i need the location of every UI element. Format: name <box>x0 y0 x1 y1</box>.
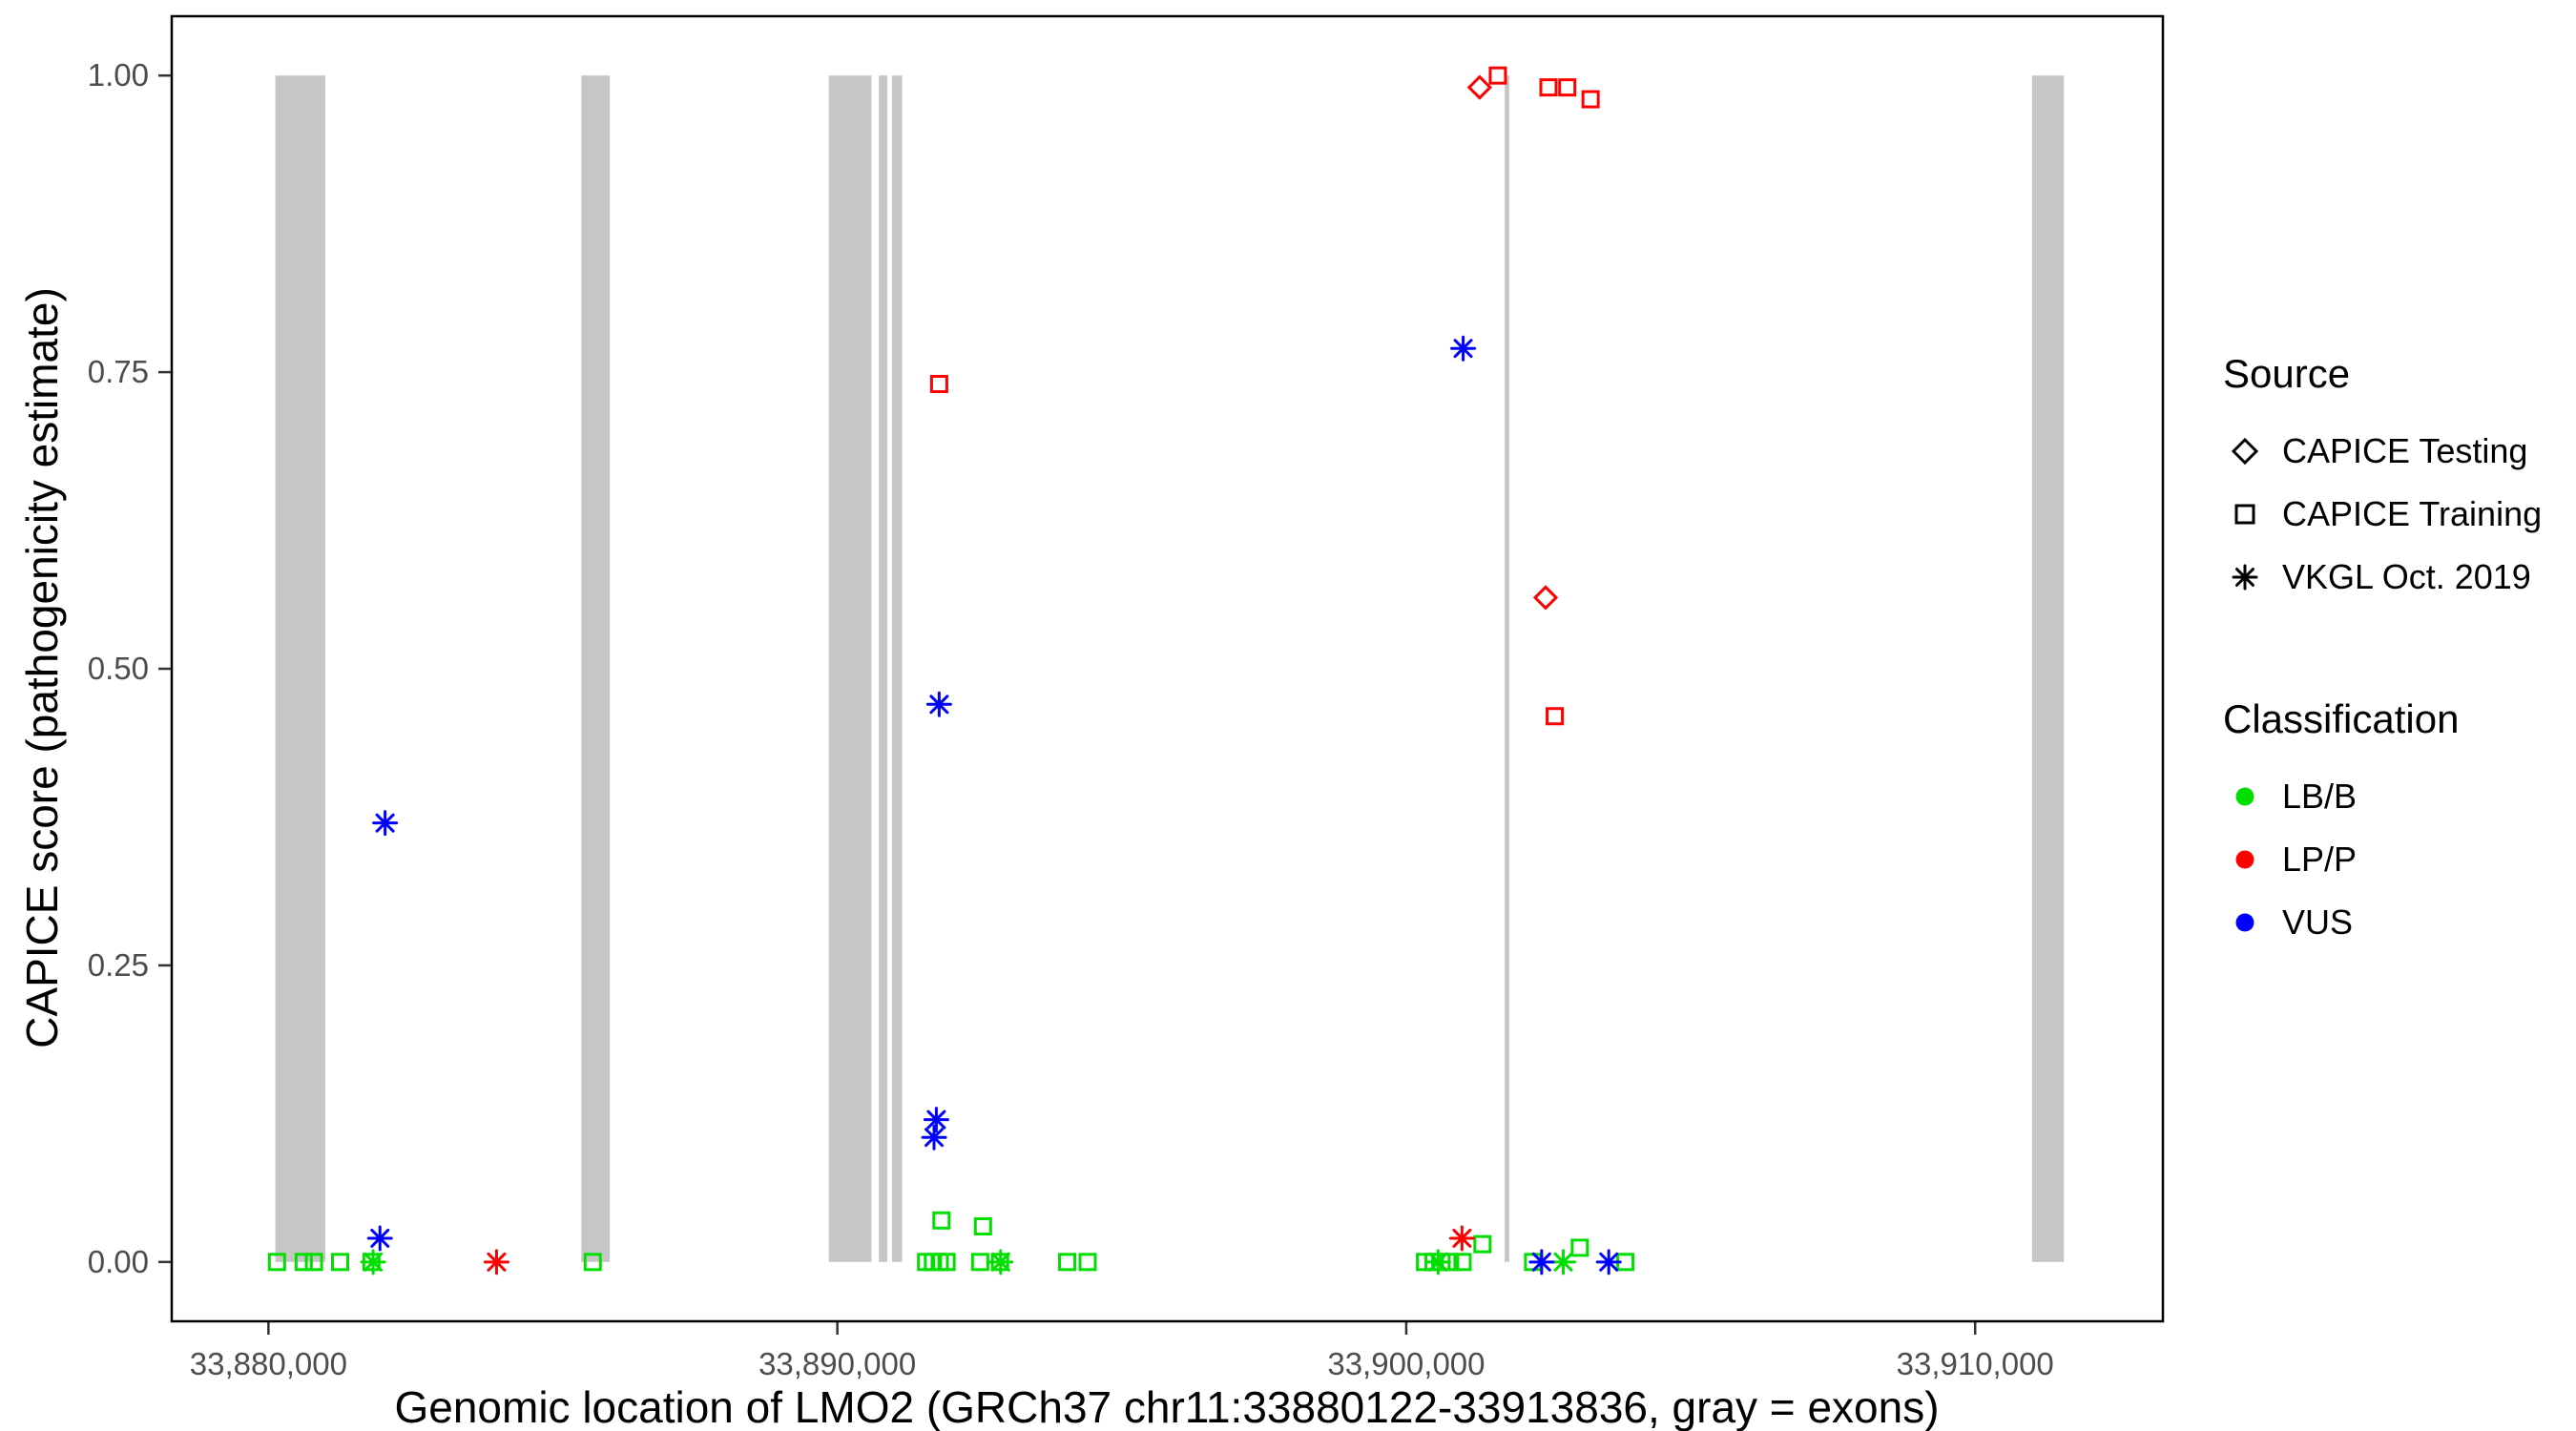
legend-item-capice-training: CAPICE Training <box>2223 483 2542 546</box>
data-point <box>366 1225 393 1252</box>
data-point <box>331 1253 350 1272</box>
data-point <box>1488 66 1507 85</box>
legend-item-lbb: LB/B <box>2223 765 2542 828</box>
data-point <box>1570 1238 1589 1257</box>
x-tick-label: 33,890,000 <box>758 1346 916 1381</box>
data-point <box>1453 1253 1472 1272</box>
x-tick-label: 33,910,000 <box>1897 1346 2054 1381</box>
exon-bar <box>275 75 325 1262</box>
data-point <box>987 1249 1014 1275</box>
exon-bar <box>828 75 872 1262</box>
legend-item-label: VUS <box>2282 902 2354 942</box>
data-point <box>1581 90 1600 109</box>
legend-item-label: CAPICE Training <box>2282 494 2543 533</box>
data-point <box>1424 1249 1451 1275</box>
data-point <box>304 1253 323 1272</box>
legend-item-label: CAPICE Testing <box>2282 431 2528 470</box>
legend-item-label: LP/P <box>2282 840 2358 879</box>
y-tick-label: 1.00 <box>88 57 149 93</box>
data-point <box>929 375 948 394</box>
data-point <box>1539 78 1558 97</box>
exon-bar <box>891 75 903 1262</box>
data-point <box>970 1253 989 1272</box>
exon-bar <box>879 75 888 1262</box>
legend-classification-group: Classification LB/B LP/P VUS <box>2223 696 2542 954</box>
data-point <box>1550 1249 1577 1275</box>
data-point <box>1528 1249 1555 1275</box>
data-point <box>267 1253 286 1272</box>
exon-bar <box>581 75 611 1262</box>
y-tick-label: 0.25 <box>88 947 149 983</box>
y-tick-label: 0.00 <box>88 1244 149 1279</box>
legend: Source CAPICE Testing CAPICE Training VK… <box>2223 351 2542 954</box>
data-point <box>1595 1249 1622 1275</box>
data-point <box>1448 1225 1475 1252</box>
data-point <box>1466 74 1492 100</box>
diamond-icon <box>2231 437 2259 466</box>
data-point <box>1558 78 1577 97</box>
x-axis-title: Genomic location of LMO2 (GRCh37 chr11:3… <box>394 1382 1940 1431</box>
blue-dot-icon <box>2235 913 2254 932</box>
legend-item-vkgl: VKGL Oct. 2019 <box>2223 546 2542 609</box>
data-point <box>923 1107 949 1133</box>
data-point <box>1546 707 1565 726</box>
data-point <box>294 1253 313 1272</box>
exon-bar <box>2031 75 2065 1262</box>
legend-source-group: Source CAPICE Testing CAPICE Training VK… <box>2223 351 2542 609</box>
data-point <box>1058 1253 1077 1272</box>
data-point <box>925 691 952 717</box>
legend-item-capice-testing: CAPICE Testing <box>2223 420 2542 483</box>
green-dot-icon <box>2235 787 2254 806</box>
legend-classification-title: Classification <box>2223 696 2460 741</box>
legend-item-label: VKGL Oct. 2019 <box>2282 557 2531 596</box>
y-tick-label: 0.50 <box>88 651 149 686</box>
data-point <box>583 1253 602 1272</box>
data-point <box>973 1217 992 1236</box>
y-axis-title: CAPICE score (pathogenicity estimate) <box>17 287 67 1048</box>
x-tick-label: 33,880,000 <box>190 1346 347 1381</box>
data-point <box>360 1249 386 1275</box>
data-point <box>937 1253 956 1272</box>
red-dot-icon <box>2235 850 2254 869</box>
data-point <box>1078 1253 1097 1272</box>
square-icon <box>2234 504 2255 525</box>
x-tick-label: 33,900,000 <box>1327 1346 1485 1381</box>
data-point <box>483 1249 509 1275</box>
asterisk-icon <box>2232 564 2258 591</box>
y-tick-label: 0.75 <box>88 354 149 389</box>
legend-item-lpp: LP/P <box>2223 828 2542 891</box>
legend-item-label: LB/B <box>2282 777 2358 816</box>
data-point <box>932 1211 951 1230</box>
exon-bar <box>1505 75 1509 1262</box>
data-point <box>1473 1234 1492 1254</box>
data-point <box>372 810 399 837</box>
data-point <box>1532 585 1559 611</box>
data-point <box>1450 335 1477 362</box>
legend-source-title: Source <box>2223 351 2351 396</box>
panel-border <box>170 14 2165 1323</box>
data-point <box>921 1124 947 1151</box>
legend-item-vus: VUS <box>2223 891 2542 954</box>
